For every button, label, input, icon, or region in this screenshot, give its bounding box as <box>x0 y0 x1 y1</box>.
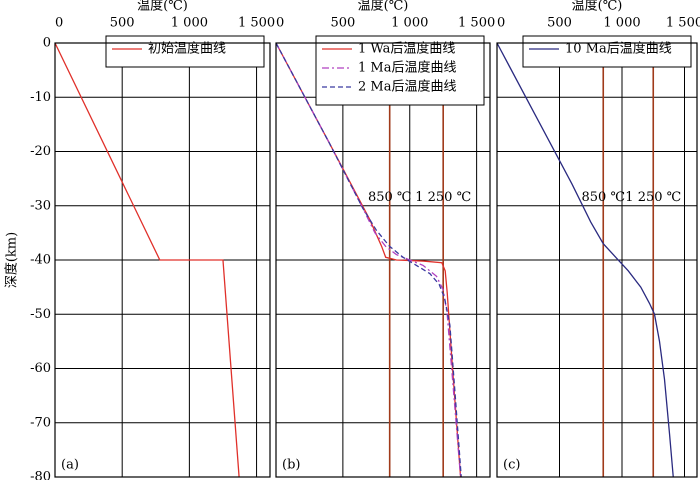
y-tick-label: -20 <box>30 144 51 159</box>
panel-label: (c) <box>503 458 520 473</box>
legend-label: 2 Ma后温度曲线 <box>358 79 456 95</box>
legend-label: 初始温度曲线 <box>148 41 226 57</box>
y-tick-label: -60 <box>30 361 51 376</box>
reference-label: 1 250 ℃ <box>625 190 681 205</box>
y-tick-label: -10 <box>30 90 51 105</box>
legend-label: 1 Wa后温度曲线 <box>358 41 455 57</box>
legend-label: 1 Ma后温度曲线 <box>358 60 456 76</box>
x-axis-label: 温度(℃) <box>358 0 409 14</box>
x-tick-label: 500 <box>547 16 572 31</box>
x-axis-label: 温度(℃) <box>137 0 188 14</box>
x-tick-label: 0 <box>497 16 505 31</box>
x-tick-label: 1 500 <box>458 16 495 31</box>
plot-frame <box>275 42 491 478</box>
legend-box <box>522 35 692 68</box>
x-axis-label: 温度(℃) <box>572 0 623 14</box>
y-tick-label: -50 <box>30 307 51 322</box>
x-tick-label: 0 <box>276 16 284 31</box>
y-axis-label: 深度(km) <box>4 232 20 288</box>
reference-label: 850 ℃ <box>368 190 412 205</box>
panel-label: (b) <box>282 458 300 473</box>
y-tick-label: -70 <box>30 415 51 430</box>
y-tick-label: -80 <box>30 470 51 481</box>
x-tick-label: 1 500 <box>238 16 275 31</box>
plot-frame <box>496 42 698 478</box>
x-tick-label: 1 500 <box>666 16 700 31</box>
series-line <box>275 42 462 478</box>
x-tick-label: 0 <box>55 16 63 31</box>
series-line <box>54 42 240 478</box>
x-tick-label: 1 000 <box>171 16 208 31</box>
panel-label: (a) <box>61 458 79 473</box>
y-tick-label: 0 <box>43 36 51 51</box>
series-line <box>496 42 674 478</box>
y-tick-label: -30 <box>30 198 51 213</box>
x-tick-label: 1 000 <box>603 16 640 31</box>
y-tick-label: -40 <box>30 253 51 268</box>
reference-label: 850 ℃ <box>582 190 626 205</box>
legend-label: 10 Ma后温度曲线 <box>565 41 672 57</box>
plot-frame <box>54 42 271 478</box>
x-tick-label: 500 <box>110 16 135 31</box>
reference-label: 1 250 ℃ <box>415 190 471 205</box>
legend-box <box>105 35 265 68</box>
x-tick-label: 1 000 <box>391 16 428 31</box>
x-tick-label: 500 <box>330 16 355 31</box>
legend-box <box>315 35 485 106</box>
